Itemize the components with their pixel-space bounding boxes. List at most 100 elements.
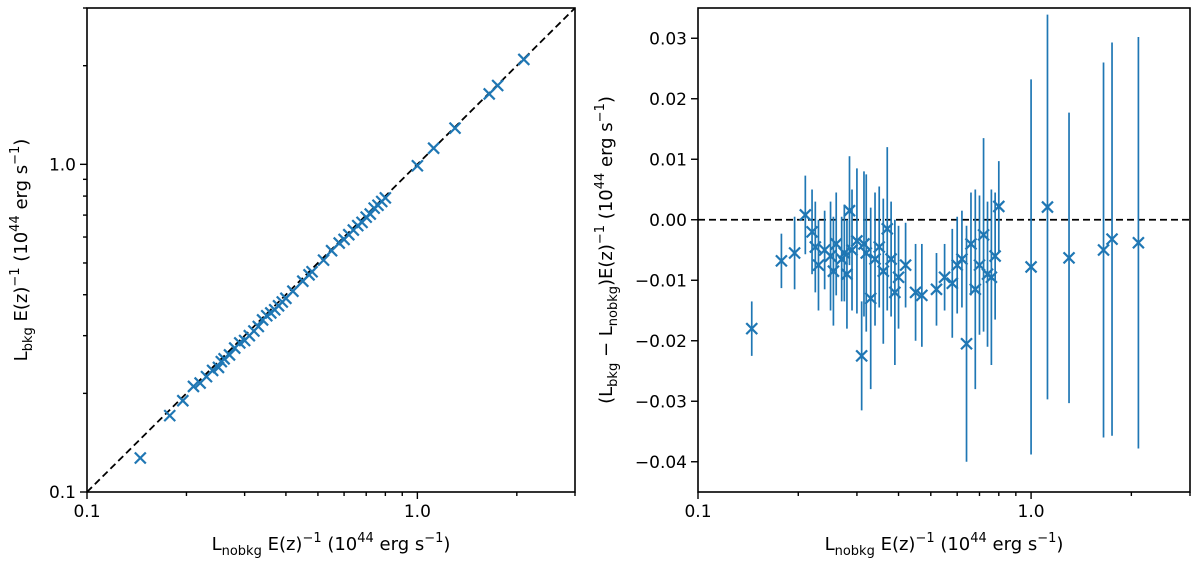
data-point	[517, 53, 531, 66]
data-point	[880, 222, 894, 236]
data-point	[1097, 243, 1110, 257]
data-point	[977, 228, 990, 242]
data-point	[838, 246, 851, 260]
data-point-stroke	[888, 286, 902, 299]
data-point-stroke	[988, 249, 1002, 263]
data-point-stroke	[1105, 232, 1119, 246]
data-point	[187, 380, 200, 393]
y-tick-label: 0.02	[649, 90, 687, 110]
data-point-stroke	[788, 246, 801, 260]
data-point	[379, 191, 392, 205]
data-point-stroke	[977, 228, 990, 242]
y-tick-label: −0.04	[635, 453, 687, 473]
y-axis-label: Lbkg E(z)−1 (1044 erg s−1)	[8, 139, 36, 362]
x-axis-label: Lnobkg E(z)−1 (1044 erg s−1)	[825, 531, 1064, 559]
data-point	[872, 240, 886, 254]
data-point-stroke	[379, 191, 392, 205]
data-point	[827, 264, 840, 278]
data-point-stroke	[1062, 251, 1076, 265]
y-tick-label: 0.03	[649, 29, 687, 49]
data-point	[223, 348, 236, 362]
data-point-stroke	[840, 267, 854, 281]
data-point	[985, 270, 998, 284]
data-point-stroke	[1132, 236, 1145, 250]
y-tick-label: −0.02	[635, 332, 687, 352]
data-point	[909, 286, 922, 299]
data-point	[850, 234, 864, 248]
data-point-stroke	[884, 252, 898, 266]
data-point	[745, 322, 759, 335]
data-point-stroke	[877, 264, 890, 278]
data-point-stroke	[868, 252, 882, 266]
data-point-stroke	[850, 234, 864, 248]
data-point-stroke	[985, 270, 998, 284]
y-tick-label: 1.0	[49, 155, 76, 175]
data-point-stroke	[960, 337, 973, 351]
data-point-stroke	[915, 289, 929, 302]
data-point-stroke	[163, 409, 177, 422]
data-point	[217, 352, 231, 366]
data-point-stroke	[286, 284, 300, 298]
data-point	[868, 252, 882, 266]
left-plot-frame	[86, 7, 576, 493]
data-point	[252, 320, 265, 333]
data-point	[812, 258, 825, 272]
x-tick-label: 0.1	[73, 502, 100, 522]
data-point	[892, 270, 905, 284]
y-axis-label: (Lbkg − Lnobkg)E(z)−1 (1044 erg s−1)	[593, 96, 621, 404]
data-point	[427, 141, 440, 155]
data-point	[491, 79, 504, 92]
data-point	[788, 246, 801, 260]
data-point	[305, 265, 319, 279]
y-tick-label: −0.01	[635, 271, 687, 291]
data-point	[884, 252, 898, 266]
data-point-stroke	[745, 322, 759, 335]
data-point	[775, 254, 788, 268]
data-point	[857, 237, 871, 251]
data-point-stroke	[517, 53, 531, 66]
data-point-stroke	[872, 240, 886, 254]
data-point-stroke	[946, 276, 959, 290]
data-point	[1132, 236, 1145, 250]
data-point	[877, 264, 890, 278]
y-tick-label: −0.03	[635, 392, 687, 412]
data-point	[1062, 251, 1076, 265]
data-point	[946, 276, 959, 290]
x-tick-label: 0.1	[684, 502, 711, 522]
x-tick-label: 1.0	[404, 502, 431, 522]
data-point-stroke	[857, 237, 871, 251]
data-point	[864, 292, 877, 305]
data-point	[799, 208, 812, 222]
data-point	[988, 249, 1002, 263]
data-point-stroke	[845, 243, 859, 257]
data-point-stroke	[427, 141, 440, 155]
data-point-stroke	[252, 320, 265, 333]
data-point	[960, 337, 973, 351]
data-point-stroke	[448, 121, 462, 135]
data-point-stroke	[1041, 200, 1054, 214]
data-point-stroke	[818, 243, 831, 257]
data-point	[824, 249, 837, 263]
data-point-stroke	[305, 265, 319, 279]
y-tick-label: 0.01	[649, 150, 687, 170]
data-point	[134, 451, 147, 465]
x-axis-label: Lnobkg E(z)−1 (1044 erg s−1)	[212, 531, 451, 559]
data-point-stroke	[829, 237, 843, 251]
data-point	[899, 258, 912, 272]
data-point	[1041, 200, 1054, 214]
data-point-stroke	[930, 283, 943, 296]
y-tick-label: 0.00	[649, 211, 687, 231]
data-point-stroke	[1097, 243, 1110, 257]
data-point	[809, 240, 822, 254]
data-point	[1024, 260, 1038, 274]
data-point-stroke	[864, 292, 877, 305]
data-point-stroke	[827, 264, 840, 278]
x-tick-label: 1.0	[1018, 502, 1045, 522]
data-point-stroke	[775, 254, 788, 268]
data-point-stroke	[134, 451, 147, 465]
data-point	[915, 289, 929, 302]
data-point-stroke	[938, 270, 951, 284]
data-point-stroke	[217, 352, 231, 366]
